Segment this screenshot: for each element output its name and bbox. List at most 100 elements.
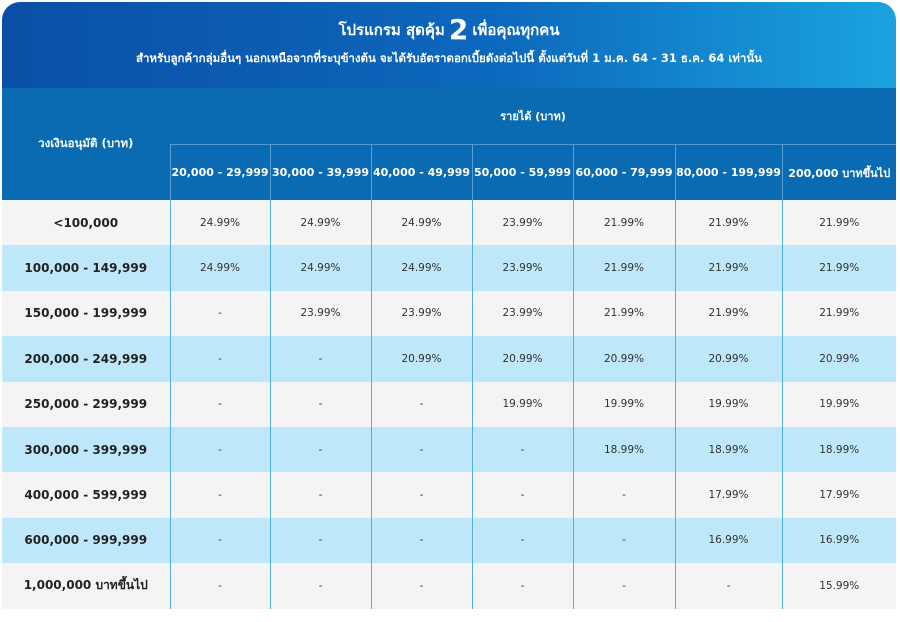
rate-cell: - <box>471 517 573 564</box>
rate-cell: 19.99% <box>674 381 782 427</box>
row-label: 200,000 - 249,999 <box>2 336 170 382</box>
rate-cell: 24.99% <box>169 200 270 246</box>
rate-cell: - <box>269 517 371 564</box>
title-number: 2 <box>448 13 469 46</box>
rate-cell: - <box>169 472 270 518</box>
rate-cell: 21.99% <box>674 290 782 337</box>
rate-cell: 21.99% <box>674 200 782 246</box>
rate-cell: - <box>370 472 472 518</box>
rate-cell: - <box>169 426 270 473</box>
rate-cell: 19.99% <box>572 381 675 427</box>
rate-cell: - <box>471 426 573 473</box>
header-row: 20,000 - 29,999 30,000 - 39,999 40,000 - 4… <box>2 144 896 200</box>
row-label: <100,000 <box>2 200 170 246</box>
rate-cell: 20.99% <box>370 336 472 382</box>
table-row: 1,000,000 บาทขึ้นไป - - - - - -15.99% <box>2 563 896 609</box>
rate-cell: - <box>370 381 472 427</box>
column-header: 20,000 - 29,999 <box>169 144 270 200</box>
rate-cell: - <box>572 472 675 518</box>
rate-cell: - <box>169 290 270 337</box>
rate-cell: - <box>370 426 472 473</box>
rate-cell: 24.99% <box>269 245 371 291</box>
column-header: 30,000 - 39,999 <box>269 144 371 200</box>
title: โปรแกรม สุดคุ้ม 2 เพื่อคุณทุกคน <box>2 2 896 44</box>
rate-cell: 21.99% <box>674 245 782 291</box>
rate-table: วงเงินอนุมัติ (บาท) รายได้ (บาท) 20,000 … <box>2 88 896 609</box>
rate-cell: - <box>269 472 371 518</box>
rate-cell: - <box>572 563 675 609</box>
rate-cell: - <box>269 426 371 473</box>
rate-cell: 18.99% <box>674 426 782 473</box>
rate-cell: - <box>169 517 270 564</box>
title-text: โปรแกรม สุดคุ้ม <box>338 21 445 39</box>
table-head: วงเงินอนุมัติ (บาท) รายได้ (บาท) 20,000 … <box>2 88 896 200</box>
rate-cell: 23.99% <box>269 290 371 337</box>
rate-cell: 20.99% <box>471 336 573 382</box>
rate-cell: - <box>269 336 371 382</box>
rate-cell: 18.99% <box>781 426 896 473</box>
row-label: 400,000 - 599,999 <box>2 472 170 518</box>
rate-cell: 21.99% <box>781 290 896 337</box>
row-label: 600,000 - 999,999 <box>2 517 170 564</box>
row-label: 100,000 - 149,999 <box>2 245 170 291</box>
rate-cell: - <box>169 336 270 382</box>
rate-cell: - <box>370 517 472 564</box>
rate-cell: - <box>572 517 675 564</box>
rate-cell: 21.99% <box>781 200 896 246</box>
group-header: รายได้ (บาท) <box>170 88 896 145</box>
table-body: <100,000 24.99% 24.99% 24.99% 23.99% 21.99% 21… <box>2 200 896 609</box>
banner: โปรแกรม สุดคุ้ม 2 เพื่อคุณทุกคน สำหรับลูกค… <box>2 2 896 88</box>
table-row: 300,000 - 399,999- - - -18.99% 18.99% 18.99% <box>2 426 896 473</box>
rate-cell: - <box>471 472 573 518</box>
rate-cell: 21.99% <box>572 245 675 291</box>
column-header: 40,000 - 49,999 <box>370 144 472 200</box>
rate-cell: 24.99% <box>169 245 270 291</box>
table-row: 600,000 - 999,999- - - - -16.99% 16.99% <box>2 517 896 564</box>
rate-cell: 15.99% <box>781 563 896 609</box>
rate-cell: 24.99% <box>370 245 472 291</box>
table-row: 200,000 - 249,999- -20.99% 20.99% 20.99% 20.… <box>2 336 896 382</box>
column-header: 80,000 - 199,999 <box>674 144 782 200</box>
rate-cell: 17.99% <box>781 472 896 518</box>
table-row: 400,000 - 599,999- - - - -17.99% 17.99% <box>2 472 896 518</box>
rate-cell: - <box>169 381 270 427</box>
table-row: 250,000 - 299,999- - -19.99% 19.99% 19.99% 19… <box>2 381 896 427</box>
column-header: 60,000 - 79,999 <box>572 144 675 200</box>
table-row: 150,000 - 199,999-23.99% 23.99% 23.99% 21.9… <box>2 290 896 337</box>
rate-cell: 23.99% <box>370 290 472 337</box>
rate-cell: 19.99% <box>471 381 573 427</box>
rate-cell: 20.99% <box>781 336 896 382</box>
rate-cell: 16.99% <box>781 517 896 564</box>
corner-header: วงเงินอนุมัติ (บาท) <box>2 88 170 200</box>
rate-cell: 20.99% <box>674 336 782 382</box>
rate-cell: - <box>169 563 270 609</box>
rate-cell: - <box>471 563 573 609</box>
rate-cell: 23.99% <box>471 200 573 246</box>
rate-cell: - <box>370 563 472 609</box>
subtitle: สำหรับลูกค้ากลุ่มอื่นๆ นอกเหนือจากที่ระบ… <box>135 51 763 65</box>
rate-cell: 21.99% <box>572 200 675 246</box>
rate-cell: 18.99% <box>572 426 675 473</box>
rate-cell: 21.99% <box>781 245 896 291</box>
rate-cell: 24.99% <box>269 200 371 246</box>
rate-cell: 17.99% <box>674 472 782 518</box>
row-label: 300,000 - 399,999 <box>2 426 170 473</box>
rate-cell: - <box>269 563 371 609</box>
rate-cell: 21.99% <box>572 290 675 337</box>
row-label: 250,000 - 299,999 <box>2 381 170 427</box>
rate-cell: - <box>674 563 782 609</box>
column-header: 50,000 - 59,999 <box>471 144 573 200</box>
rate-cell: 16.99% <box>674 517 782 564</box>
rate-cell: 23.99% <box>471 245 573 291</box>
rate-cell: 20.99% <box>572 336 675 382</box>
rate-cell: 19.99% <box>781 381 896 427</box>
rate-cell: 23.99% <box>471 290 573 337</box>
row-label: 150,000 - 199,999 <box>2 290 170 337</box>
row-label: 1,000,000 บาทขึ้นไป <box>2 563 170 609</box>
column-header: 200,000 บาทขึ้นไป <box>781 144 896 200</box>
rate-cell: 24.99% <box>370 200 472 246</box>
rate-cell: - <box>269 381 371 427</box>
header-row: วงเงินอนุมัติ (บาท) รายได้ (บาท) <box>2 88 896 200</box>
